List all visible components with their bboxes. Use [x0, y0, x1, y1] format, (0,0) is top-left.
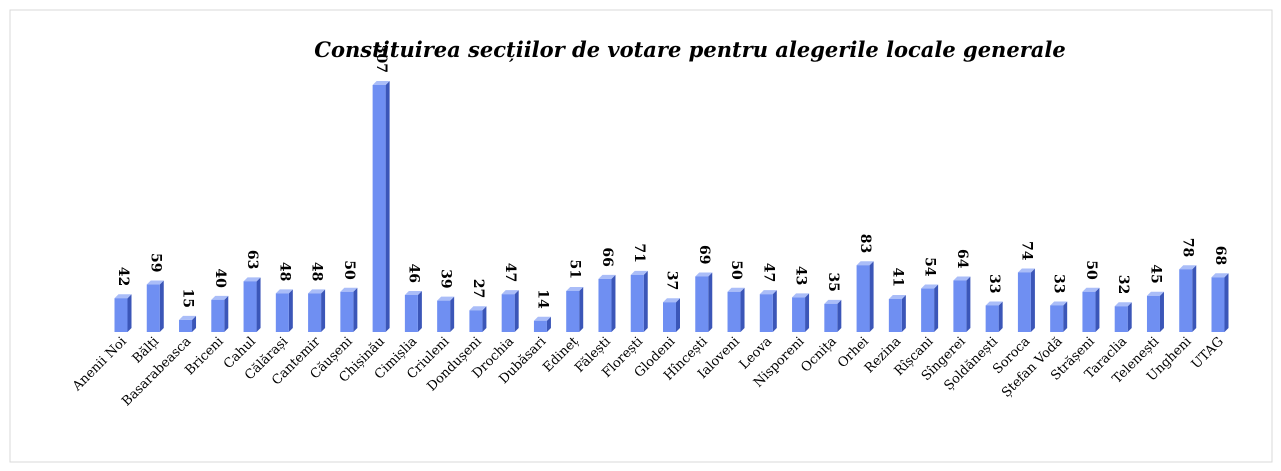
bar [695, 272, 713, 332]
bar [437, 296, 455, 332]
chart-title: Constituirea secțiilor de votare pentru … [314, 37, 1065, 62]
bar [598, 274, 616, 332]
bar [792, 293, 810, 332]
bar [1146, 291, 1164, 332]
bar [824, 299, 842, 332]
bar [114, 294, 132, 332]
bar [179, 315, 197, 332]
value-label: 37 [664, 271, 680, 290]
value-label: 45 [1147, 264, 1163, 283]
value-label: 78 [1180, 238, 1196, 257]
bar [759, 290, 777, 332]
value-label: 63 [244, 250, 260, 269]
bar [1114, 302, 1132, 332]
bar [469, 306, 487, 332]
value-label: 68 [1212, 246, 1228, 265]
value-label: 43 [793, 266, 809, 285]
bar [856, 261, 874, 332]
value-label: 50 [1083, 260, 1099, 280]
value-label: 69 [696, 245, 712, 264]
bar [1050, 301, 1068, 332]
value-label: 33 [986, 274, 1002, 293]
value-label: 66 [599, 247, 615, 266]
value-label: 39 [438, 269, 454, 288]
chart-frame [9, 9, 1273, 463]
bar [533, 316, 551, 332]
value-label: 47 [502, 263, 518, 282]
bar [308, 289, 326, 332]
bar [663, 298, 680, 332]
bar [275, 289, 293, 332]
bar [372, 81, 390, 332]
bar [1179, 265, 1197, 332]
value-label: 51 [567, 259, 583, 278]
value-label: 83 [857, 234, 873, 253]
bar [953, 276, 971, 332]
bar [1211, 273, 1229, 332]
bar [340, 287, 358, 332]
value-label: 50 [341, 260, 357, 280]
bar [211, 295, 229, 332]
value-label: 32 [1115, 275, 1131, 294]
value-label: 42 [115, 267, 131, 286]
value-label: 41 [889, 268, 905, 287]
value-label: 54 [922, 257, 938, 277]
bar [566, 286, 584, 332]
value-label: 307 [373, 44, 389, 73]
bar [1082, 287, 1100, 332]
bar [1017, 268, 1035, 332]
value-label: 33 [1051, 274, 1067, 293]
value-label: 46 [405, 264, 421, 283]
value-label: 48 [276, 262, 292, 281]
value-label: 15 [180, 288, 196, 307]
bar [888, 295, 906, 332]
value-label: 35 [825, 272, 841, 291]
value-label: 47 [760, 263, 776, 282]
bar [985, 301, 1003, 332]
value-label: 48 [309, 262, 325, 281]
bar [921, 284, 939, 332]
bar [404, 290, 422, 332]
bar [243, 277, 261, 332]
value-label: 14 [534, 289, 550, 309]
bar [501, 290, 519, 332]
value-label: 59 [147, 253, 163, 272]
bar [146, 280, 164, 332]
value-label: 74 [1018, 241, 1034, 261]
value-label: 71 [631, 243, 647, 262]
value-label: 40 [212, 268, 228, 288]
value-label: 50 [728, 260, 744, 280]
value-label: 64 [954, 249, 970, 269]
value-label: 27 [470, 279, 486, 298]
bar [727, 287, 745, 332]
bar [630, 270, 648, 332]
